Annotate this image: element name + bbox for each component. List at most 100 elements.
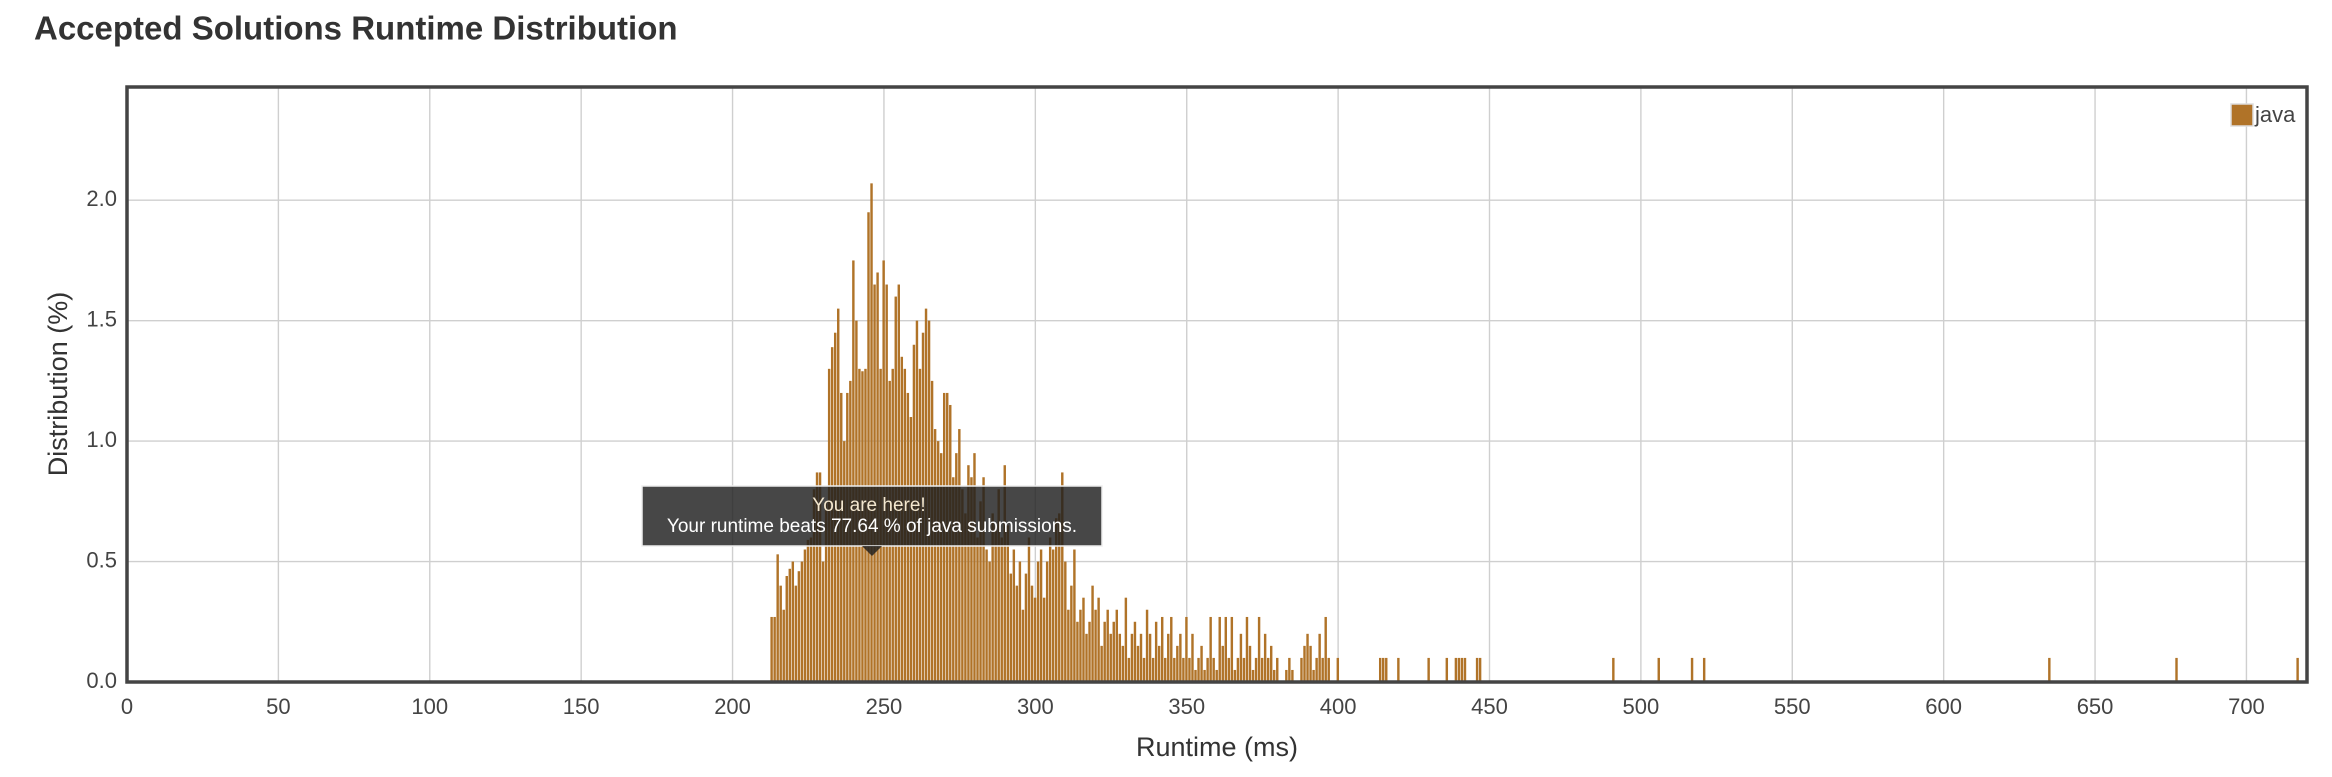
bar: [785, 576, 788, 682]
bar: [1164, 657, 1167, 682]
bar: [1657, 657, 1660, 682]
bar: [964, 513, 967, 682]
bar: [1702, 657, 1706, 682]
x-tick-label: 500: [1623, 694, 1660, 719]
bar: [1251, 669, 1255, 682]
x-tick-label: 150: [563, 694, 600, 719]
chart-title: Accepted Solutions Runtime Distribution: [34, 10, 678, 47]
bar: [1206, 657, 1209, 682]
bar: [797, 571, 801, 682]
bar: [1457, 657, 1461, 682]
bar: [776, 554, 779, 682]
bar: [806, 539, 810, 682]
tooltip-text: Your runtime beats 77.64 % of java submi…: [667, 516, 1077, 537]
bar: [1236, 657, 1240, 682]
bar: [1151, 657, 1155, 682]
bar: [1185, 616, 1188, 682]
bar: [1139, 633, 1143, 682]
bar: [1030, 585, 1034, 682]
bar: [1690, 657, 1694, 682]
bar: [1182, 657, 1185, 682]
bar: [1200, 645, 1203, 682]
bar: [1024, 573, 1028, 682]
bar: [1309, 645, 1312, 682]
bar: [1000, 537, 1003, 682]
bar: [1130, 633, 1134, 682]
bar: [988, 561, 991, 682]
bar: [1127, 657, 1131, 682]
bar: [1036, 561, 1040, 682]
bar: [1218, 616, 1221, 682]
bar: [1109, 633, 1112, 682]
bar: [1312, 669, 1315, 682]
x-tick-label: 400: [1320, 694, 1357, 719]
bar: [1018, 561, 1022, 682]
bar: [1154, 621, 1158, 682]
bar: [882, 260, 885, 682]
x-axis-label: Runtime (ms): [1136, 732, 1298, 762]
grid: [126, 87, 2307, 683]
y-axis-label: Distribution (%): [43, 292, 73, 477]
bar: [1021, 609, 1025, 682]
bar: [800, 561, 804, 682]
bar: [818, 472, 822, 682]
bar: [821, 561, 825, 682]
bar: [1027, 537, 1031, 682]
bar: [1085, 633, 1088, 682]
bar: [794, 585, 798, 682]
bar: [1045, 561, 1049, 682]
bar: [773, 616, 776, 682]
bar: [1157, 645, 1161, 682]
bar: [852, 260, 855, 682]
bar: [1318, 633, 1321, 682]
x-tick-label: 50: [266, 694, 290, 719]
bar: [933, 429, 937, 682]
bar: [1191, 633, 1194, 682]
bar: [1112, 621, 1115, 682]
bar: [1012, 549, 1016, 682]
bar: [1106, 609, 1109, 682]
bar: [1263, 633, 1267, 682]
bar: [1273, 669, 1276, 682]
bar: [1136, 645, 1140, 682]
bar: [1324, 616, 1327, 682]
bar: [1009, 573, 1013, 682]
bar: [955, 453, 958, 682]
bar: [1215, 669, 1218, 682]
bar: [812, 489, 816, 682]
legend-swatch: [2230, 103, 2254, 127]
bar: [1197, 657, 1200, 682]
bar: [873, 284, 876, 682]
y-tick-label: 2.0: [86, 186, 117, 211]
y-tick-label: 0.0: [86, 668, 117, 693]
bar: [1039, 549, 1043, 682]
bar: [1221, 645, 1224, 682]
bar: [1003, 465, 1006, 682]
bar: [1145, 609, 1149, 682]
bar: [1321, 657, 1324, 682]
bar: [1300, 657, 1303, 682]
bar: [1100, 645, 1103, 682]
bar: [1076, 621, 1079, 682]
bar: [1094, 609, 1097, 682]
bar: [1285, 669, 1288, 682]
x-tick-label: 650: [2077, 694, 2114, 719]
bar: [809, 537, 813, 682]
bar: [1478, 657, 1482, 682]
bar: [1242, 657, 1246, 682]
bar: [961, 489, 964, 682]
bar: [1167, 633, 1170, 682]
tooltip-pointer: [862, 546, 882, 556]
x-tick-label: 600: [1925, 694, 1962, 719]
bar: [1103, 621, 1106, 682]
bar: [782, 609, 785, 682]
bar: [1079, 609, 1082, 682]
bar: [1209, 616, 1212, 682]
bar: [1327, 657, 1330, 682]
bar: [2296, 657, 2299, 682]
bar: [1245, 616, 1249, 682]
bar: [1288, 657, 1291, 682]
bar: [1303, 645, 1306, 682]
bar: [1460, 657, 1464, 682]
